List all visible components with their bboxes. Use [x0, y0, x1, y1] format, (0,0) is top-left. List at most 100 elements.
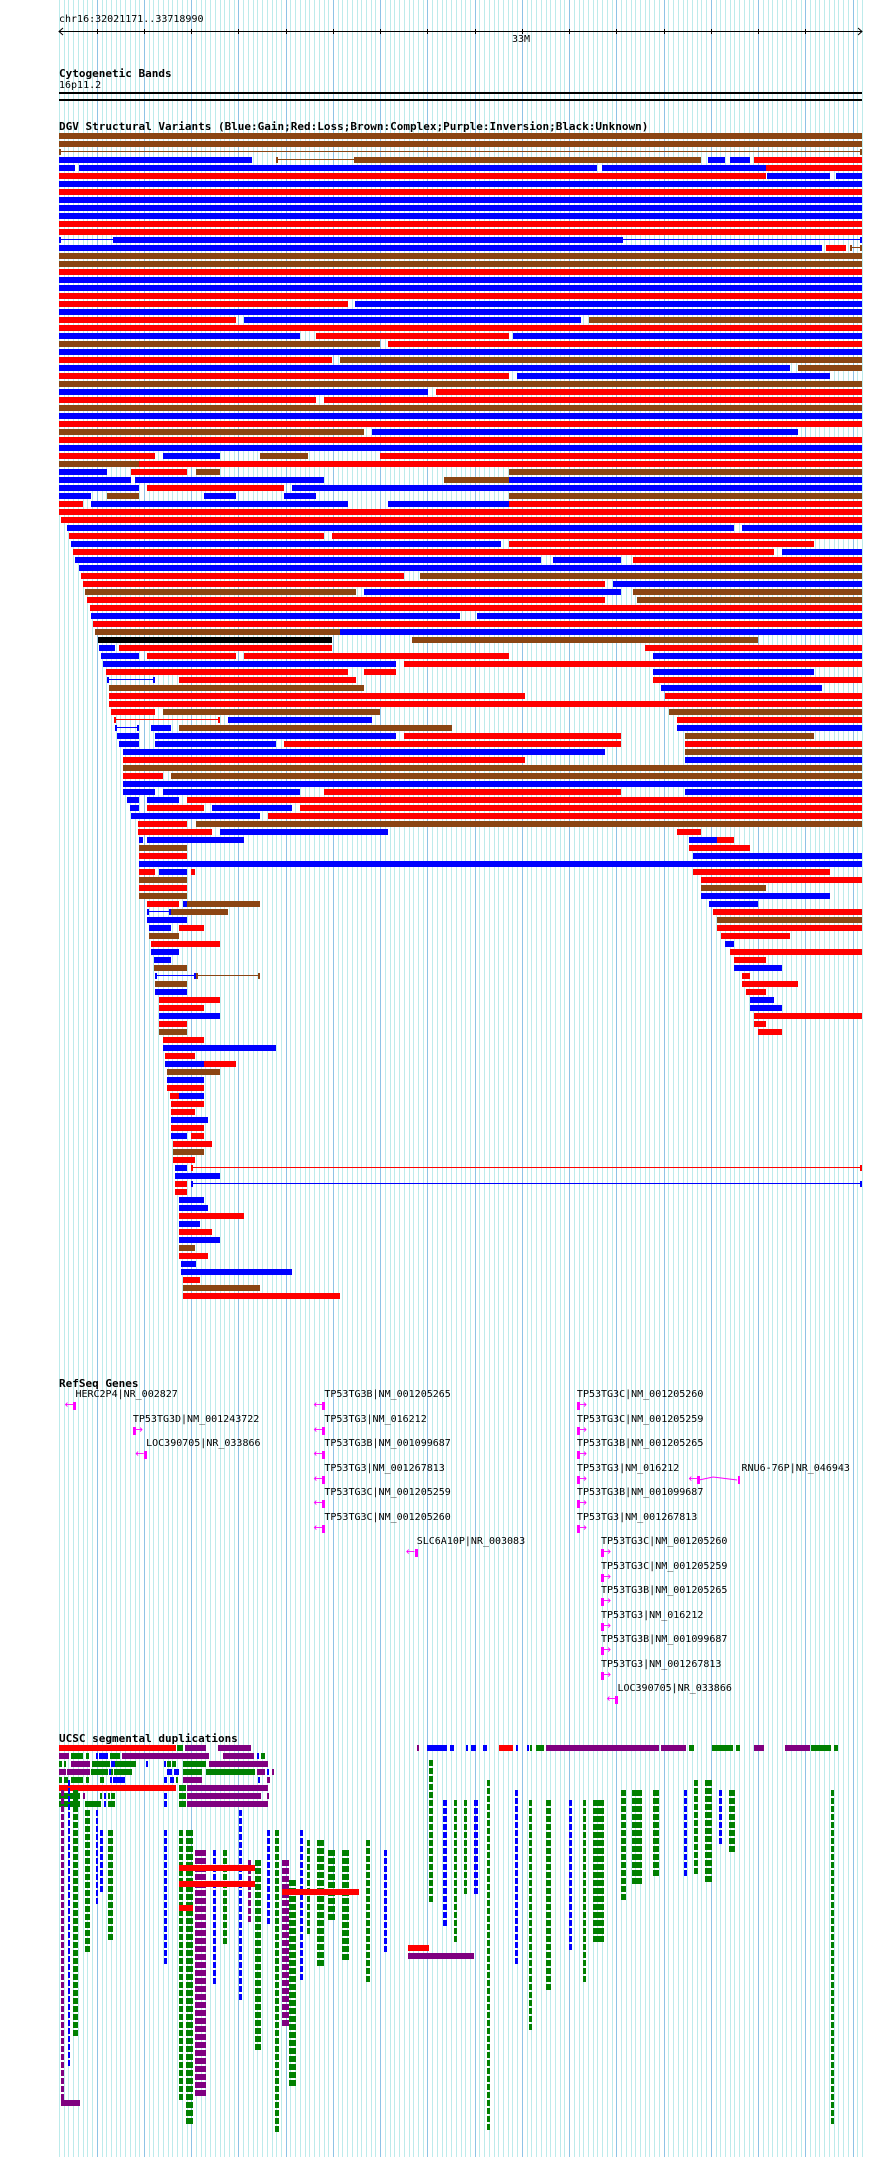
- segdup-bar[interactable]: [498, 1745, 513, 1751]
- segdup-bar[interactable]: [195, 2050, 206, 2056]
- segdup-bar[interactable]: [486, 1844, 491, 1850]
- segdup-bar[interactable]: [163, 1777, 168, 1783]
- gene-body[interactable]: [601, 1671, 605, 1680]
- segdup-bar[interactable]: [282, 2012, 290, 2018]
- segdup-bar[interactable]: [266, 1878, 271, 1884]
- dgv-variant-bar[interactable]: [92, 621, 862, 627]
- dgv-variant-bar[interactable]: [753, 1013, 862, 1019]
- segdup-bar[interactable]: [516, 1745, 519, 1751]
- segdup-bar[interactable]: [582, 1976, 587, 1982]
- segdup-bar[interactable]: [195, 2082, 206, 2088]
- dgv-variant-bar[interactable]: [653, 677, 862, 683]
- dgv-variant-bar[interactable]: [107, 493, 140, 499]
- segdup-bar[interactable]: [341, 1922, 349, 1928]
- dgv-variant-bar[interactable]: [59, 445, 862, 451]
- segdup-bar[interactable]: [60, 1814, 65, 1820]
- segdup-bar[interactable]: [704, 1828, 712, 1834]
- segdup-bar[interactable]: [95, 1850, 98, 1856]
- segdup-bar[interactable]: [179, 1966, 183, 1972]
- segdup-bar[interactable]: [186, 2078, 194, 2084]
- segdup-bar[interactable]: [209, 1761, 269, 1767]
- dgv-variant-bar[interactable]: [148, 933, 180, 939]
- dgv-variant-bar[interactable]: [516, 373, 830, 379]
- segdup-bar[interactable]: [289, 1960, 297, 1966]
- dgv-variant-bar[interactable]: [59, 205, 862, 211]
- segdup-bar[interactable]: [186, 1870, 194, 1876]
- segdup-bar[interactable]: [621, 1838, 627, 1844]
- gene-label[interactable]: LOC390705|NR_033866: [146, 1438, 261, 1449]
- segdup-bar[interactable]: [67, 1932, 70, 1938]
- segdup-bar[interactable]: [179, 1990, 183, 1996]
- segdup-bar[interactable]: [67, 1972, 70, 1978]
- segdup-bar[interactable]: [59, 1769, 66, 1775]
- dgv-variant-bar[interactable]: [171, 1109, 196, 1115]
- segdup-bar[interactable]: [67, 2012, 70, 2018]
- dgv-variant-bar[interactable]: [183, 1293, 341, 1299]
- gene-label[interactable]: TP53TG3|NM_016212: [601, 1609, 704, 1621]
- segdup-bar[interactable]: [60, 2094, 65, 2100]
- dgv-variant-bar[interactable]: [113, 719, 220, 720]
- segdup-bar[interactable]: [275, 2102, 279, 2108]
- dgv-variant-bar[interactable]: [84, 589, 357, 595]
- segdup-bar[interactable]: [195, 2066, 206, 2072]
- dgv-variant-bar[interactable]: [404, 733, 622, 739]
- segdup-bar[interactable]: [429, 1784, 433, 1790]
- segdup-bar[interactable]: [85, 1810, 91, 1816]
- segdup-bar[interactable]: [60, 1870, 65, 1876]
- segdup-bar[interactable]: [683, 1846, 688, 1852]
- segdup-bar[interactable]: [107, 1902, 114, 1908]
- segdup-bar[interactable]: [582, 1848, 587, 1854]
- dgv-variant-bar[interactable]: [59, 293, 862, 299]
- segdup-bar[interactable]: [453, 1936, 457, 1942]
- segdup-bar[interactable]: [175, 1777, 178, 1783]
- segdup-bar[interactable]: [107, 1870, 114, 1876]
- segdup-bar[interactable]: [621, 1862, 627, 1868]
- segdup-bar[interactable]: [179, 1905, 194, 1911]
- dgv-variant-bar[interactable]: [147, 485, 284, 491]
- segdup-bar[interactable]: [275, 2062, 279, 2068]
- segdup-bar[interactable]: [60, 2038, 65, 2044]
- segdup-bar[interactable]: [195, 2010, 206, 2016]
- segdup-bar[interactable]: [60, 2006, 65, 2012]
- dgv-variant-bar[interactable]: [139, 837, 144, 843]
- dgv-variant-bar[interactable]: [59, 173, 766, 179]
- segdup-bar[interactable]: [621, 1814, 627, 1820]
- segdup-bar[interactable]: [327, 1866, 335, 1872]
- segdup-bar[interactable]: [107, 1926, 114, 1932]
- dgv-variant-bar[interactable]: [59, 301, 349, 307]
- segdup-bar[interactable]: [429, 1864, 433, 1870]
- segdup-bar[interactable]: [282, 1900, 290, 1906]
- segdup-bar[interactable]: [187, 1793, 262, 1799]
- segdup-bar[interactable]: [72, 1982, 79, 1988]
- segdup-bar[interactable]: [179, 1881, 255, 1887]
- dgv-variant-bar[interactable]: [61, 517, 862, 523]
- dgv-variant-bar[interactable]: [59, 413, 862, 419]
- segdup-bar[interactable]: [443, 1856, 447, 1862]
- segdup-bar[interactable]: [383, 1874, 388, 1880]
- segdup-bar[interactable]: [186, 1982, 194, 1988]
- segdup-bar[interactable]: [179, 2014, 183, 2020]
- dgv-variant-bar[interactable]: [103, 661, 397, 667]
- gene-body[interactable]: [414, 1549, 418, 1557]
- segdup-bar[interactable]: [254, 1876, 262, 1882]
- dgv-variant-bar[interactable]: [707, 157, 726, 163]
- segdup-bar[interactable]: [179, 2022, 183, 2028]
- dgv-variant-bar[interactable]: [613, 581, 862, 587]
- dgv-variant-bar[interactable]: [59, 365, 790, 371]
- segdup-bar[interactable]: [582, 1952, 587, 1958]
- segdup-bar[interactable]: [443, 1888, 447, 1894]
- segdup-bar[interactable]: [195, 1930, 206, 1936]
- dgv-variant-bar[interactable]: [147, 797, 180, 803]
- segdup-bar[interactable]: [195, 1994, 206, 2000]
- segdup-bar[interactable]: [830, 2014, 835, 2020]
- segdup-bar[interactable]: [282, 1972, 290, 1978]
- dgv-variant-bar[interactable]: [59, 509, 862, 515]
- segdup-bar[interactable]: [383, 1866, 388, 1872]
- segdup-bar[interactable]: [95, 1753, 98, 1759]
- segdup-bar[interactable]: [631, 1822, 643, 1828]
- segdup-bar[interactable]: [85, 1826, 91, 1832]
- segdup-bar[interactable]: [163, 1830, 168, 1836]
- gene-label[interactable]: TP53TG3B|NM_001099687: [601, 1634, 728, 1645]
- dgv-variant-bar[interactable]: [123, 765, 862, 771]
- dgv-variant-bar[interactable]: [283, 493, 316, 499]
